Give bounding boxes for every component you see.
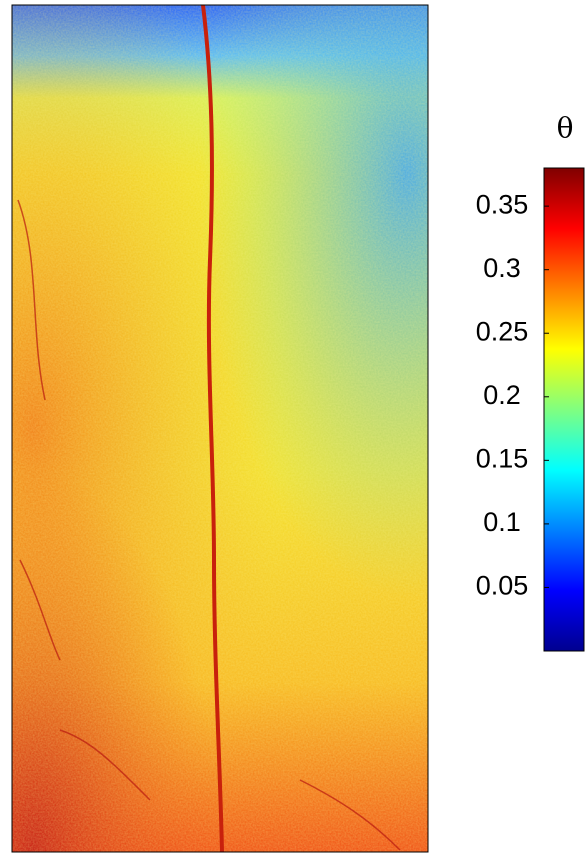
colorbar-tick-label: 0.25 [476,316,529,346]
colorbar-tick-label: 0.3 [483,253,521,283]
colorbar-tick-label: 0.15 [476,443,529,473]
colorbar-gradient [543,167,585,652]
colorbar-tick-label: 0.05 [476,571,529,601]
colorbar-tick-label: 0.35 [476,189,529,219]
heatmap-image [11,4,429,853]
colorbar-label: θ [557,112,574,145]
colorbar-tick-label: 0.1 [483,507,521,537]
colorbar: 0.05 0.1 0.15 0.2 0.25 0.3 0.35 [476,167,585,652]
colorbar-tick-label: 0.2 [483,380,521,410]
